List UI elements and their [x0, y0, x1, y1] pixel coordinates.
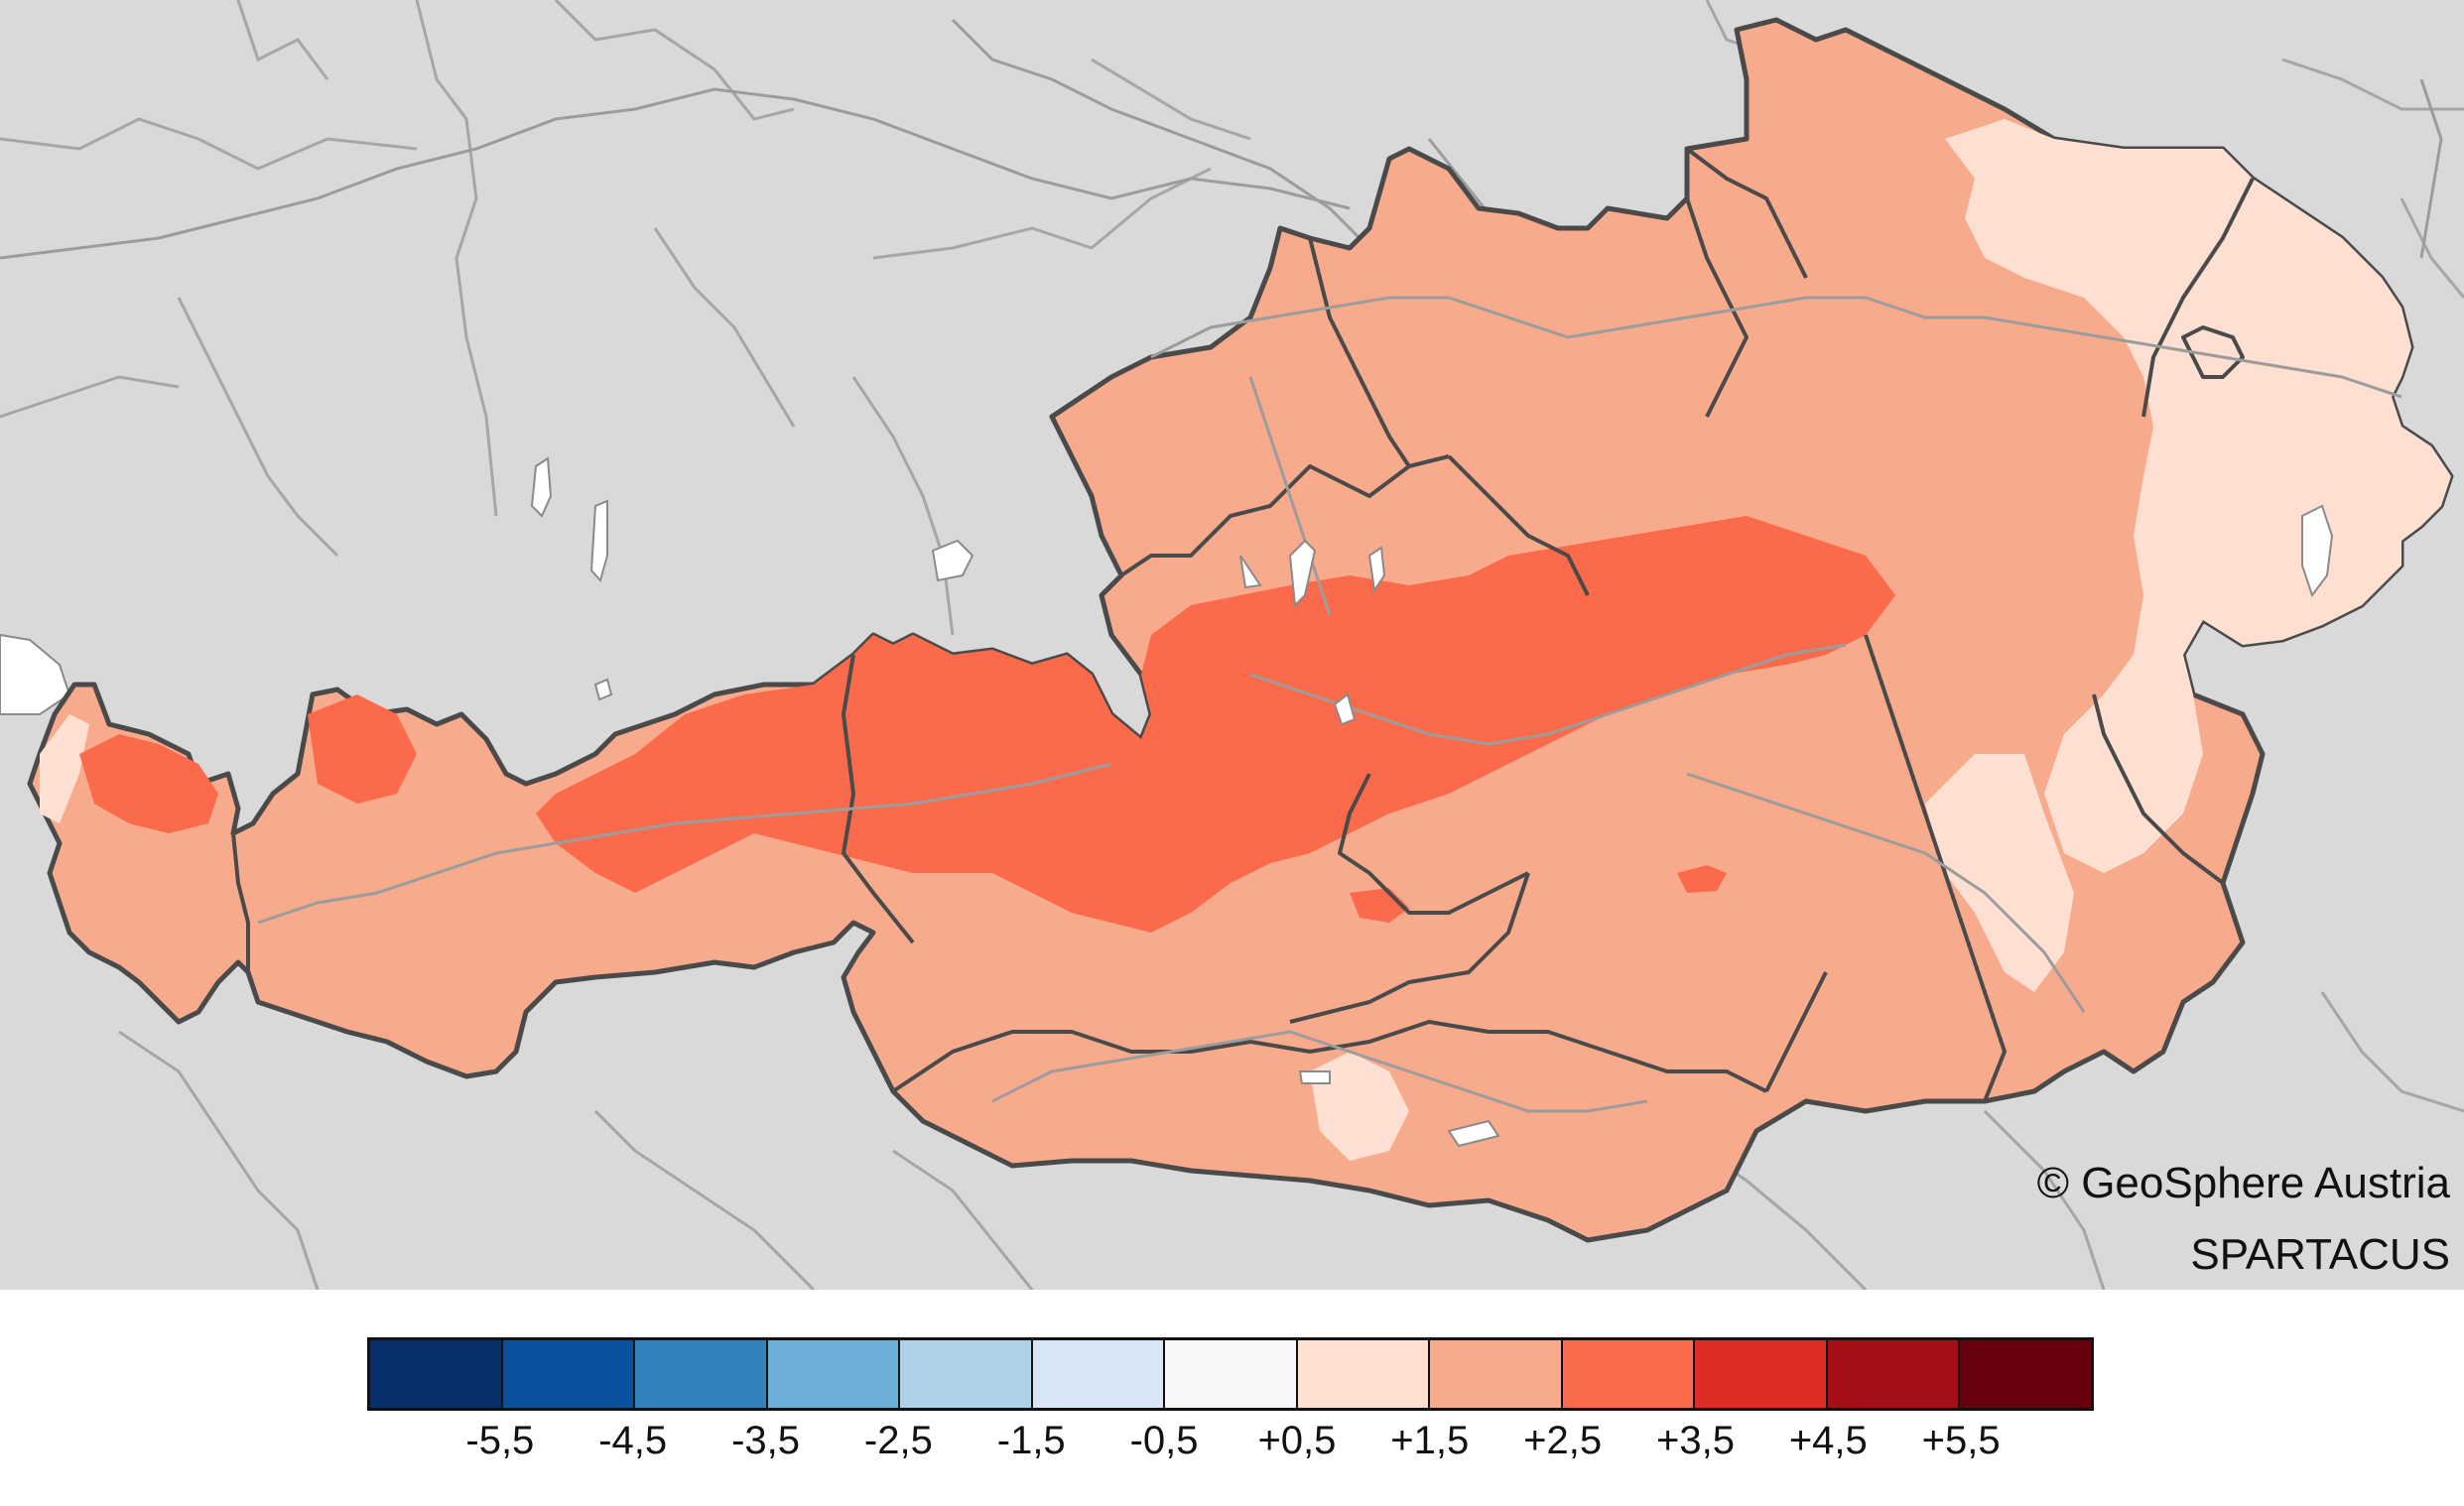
austria-rivers	[257, 296, 2402, 1113]
legend-swatch-8	[1430, 1340, 1563, 1408]
legend-swatch-5	[1032, 1340, 1166, 1408]
legend-tick-label: -5,5	[465, 1419, 535, 1462]
legend-swatch-7	[1297, 1340, 1431, 1408]
legend-tick-label: -4,5	[598, 1419, 668, 1462]
legend-tick-label: +4,5	[1788, 1419, 1868, 1462]
carinthia-lighter-patch	[1310, 1052, 1409, 1161]
neighbor-borders	[0, 0, 2464, 1290]
legend-tick-label: -0,5	[1129, 1419, 1199, 1462]
austria-territory	[27, 17, 2454, 1243]
legend-swatch-11	[1827, 1340, 1961, 1408]
legend-tick-label: +1,5	[1390, 1419, 1470, 1462]
copyright-credit: © GeoSphere Austria	[2036, 1159, 2450, 1207]
legend-swatch-3	[767, 1340, 901, 1408]
legend-swatch-9	[1562, 1340, 1696, 1408]
dataset-credit: SPARTACUS	[2190, 1230, 2450, 1279]
legend-swatch-6	[1165, 1340, 1298, 1408]
austria-lakes	[1239, 504, 2334, 1148]
legend-swatch-10	[1695, 1340, 1828, 1408]
legend-tick-label: -3,5	[731, 1419, 800, 1462]
legend-swatch-0	[370, 1340, 503, 1408]
styria-warmer-patch	[1677, 865, 1727, 893]
legend-tick-label: +5,5	[1921, 1419, 2001, 1462]
austria-map	[0, 0, 2464, 1290]
legend-tick-labels: -5,5 -4,5 -3,5 -2,5 -1,5 -0,5 +0,5 +1,5 +2,5 +3,5…	[367, 1419, 2094, 1478]
map-panel: © GeoSphere Austria SPARTACUS	[0, 0, 2464, 1290]
legend-tick-label: +3,5	[1655, 1419, 1735, 1462]
legend-swatch-1	[502, 1340, 636, 1408]
legend-swatch-2	[635, 1340, 768, 1408]
state-borders	[231, 147, 2255, 1102]
west-lighter-patch	[40, 714, 89, 823]
east-lighter-anomaly	[1945, 119, 2451, 873]
southeast-lighter-anomaly	[1925, 754, 2074, 992]
legend-tick-label: -2,5	[863, 1419, 933, 1462]
legend-tick-label: +0,5	[1257, 1419, 1337, 1462]
neighbor-lakes	[0, 456, 974, 715]
legend-tick-label: -1,5	[996, 1419, 1066, 1462]
vorarlberg-warmer-patch	[79, 734, 218, 833]
color-legend	[367, 1337, 2094, 1411]
legend-tick-label: +2,5	[1523, 1419, 1603, 1462]
tyrol-west-warmer-patch	[308, 694, 417, 804]
legend-swatch-4	[900, 1340, 1033, 1408]
alpine-warmer-anomaly	[536, 516, 1895, 933]
legend-swatch-12	[1960, 1340, 2091, 1408]
